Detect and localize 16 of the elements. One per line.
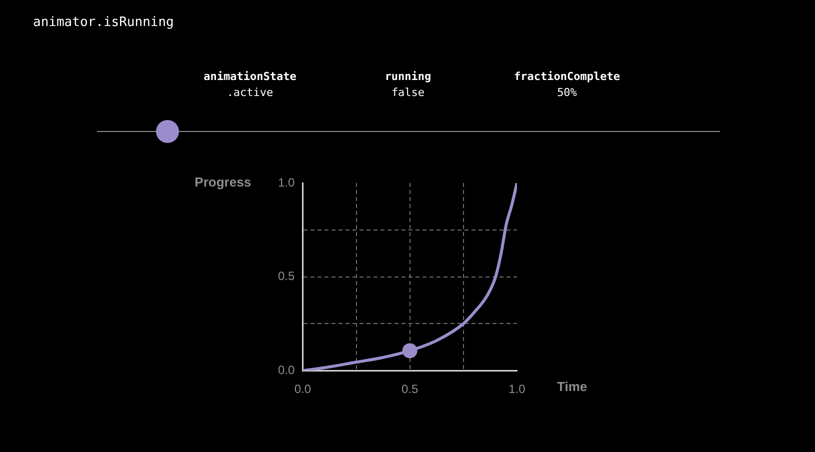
y-tick-label: 0.0 (278, 362, 295, 377)
text: fractionComplete (513, 70, 621, 83)
y-tick-label: 0.5 (278, 269, 295, 284)
text: animationState (202, 70, 298, 83)
x-tick-label: 0.0 (294, 382, 312, 396)
y-axis-title: Progress (194, 174, 252, 190)
y-tick-label: 1.0 (278, 175, 295, 190)
text: 50% (556, 86, 578, 99)
text: running (384, 70, 432, 83)
x-axis-title: Time (557, 379, 588, 394)
x-tick-label: 1.0 (508, 382, 526, 396)
text: false (390, 86, 426, 99)
line-series (302, 183, 517, 371)
text: animator.isRunning (33, 15, 174, 30)
x-tick-label: 0.5 (401, 382, 419, 396)
text: .active (226, 86, 274, 99)
